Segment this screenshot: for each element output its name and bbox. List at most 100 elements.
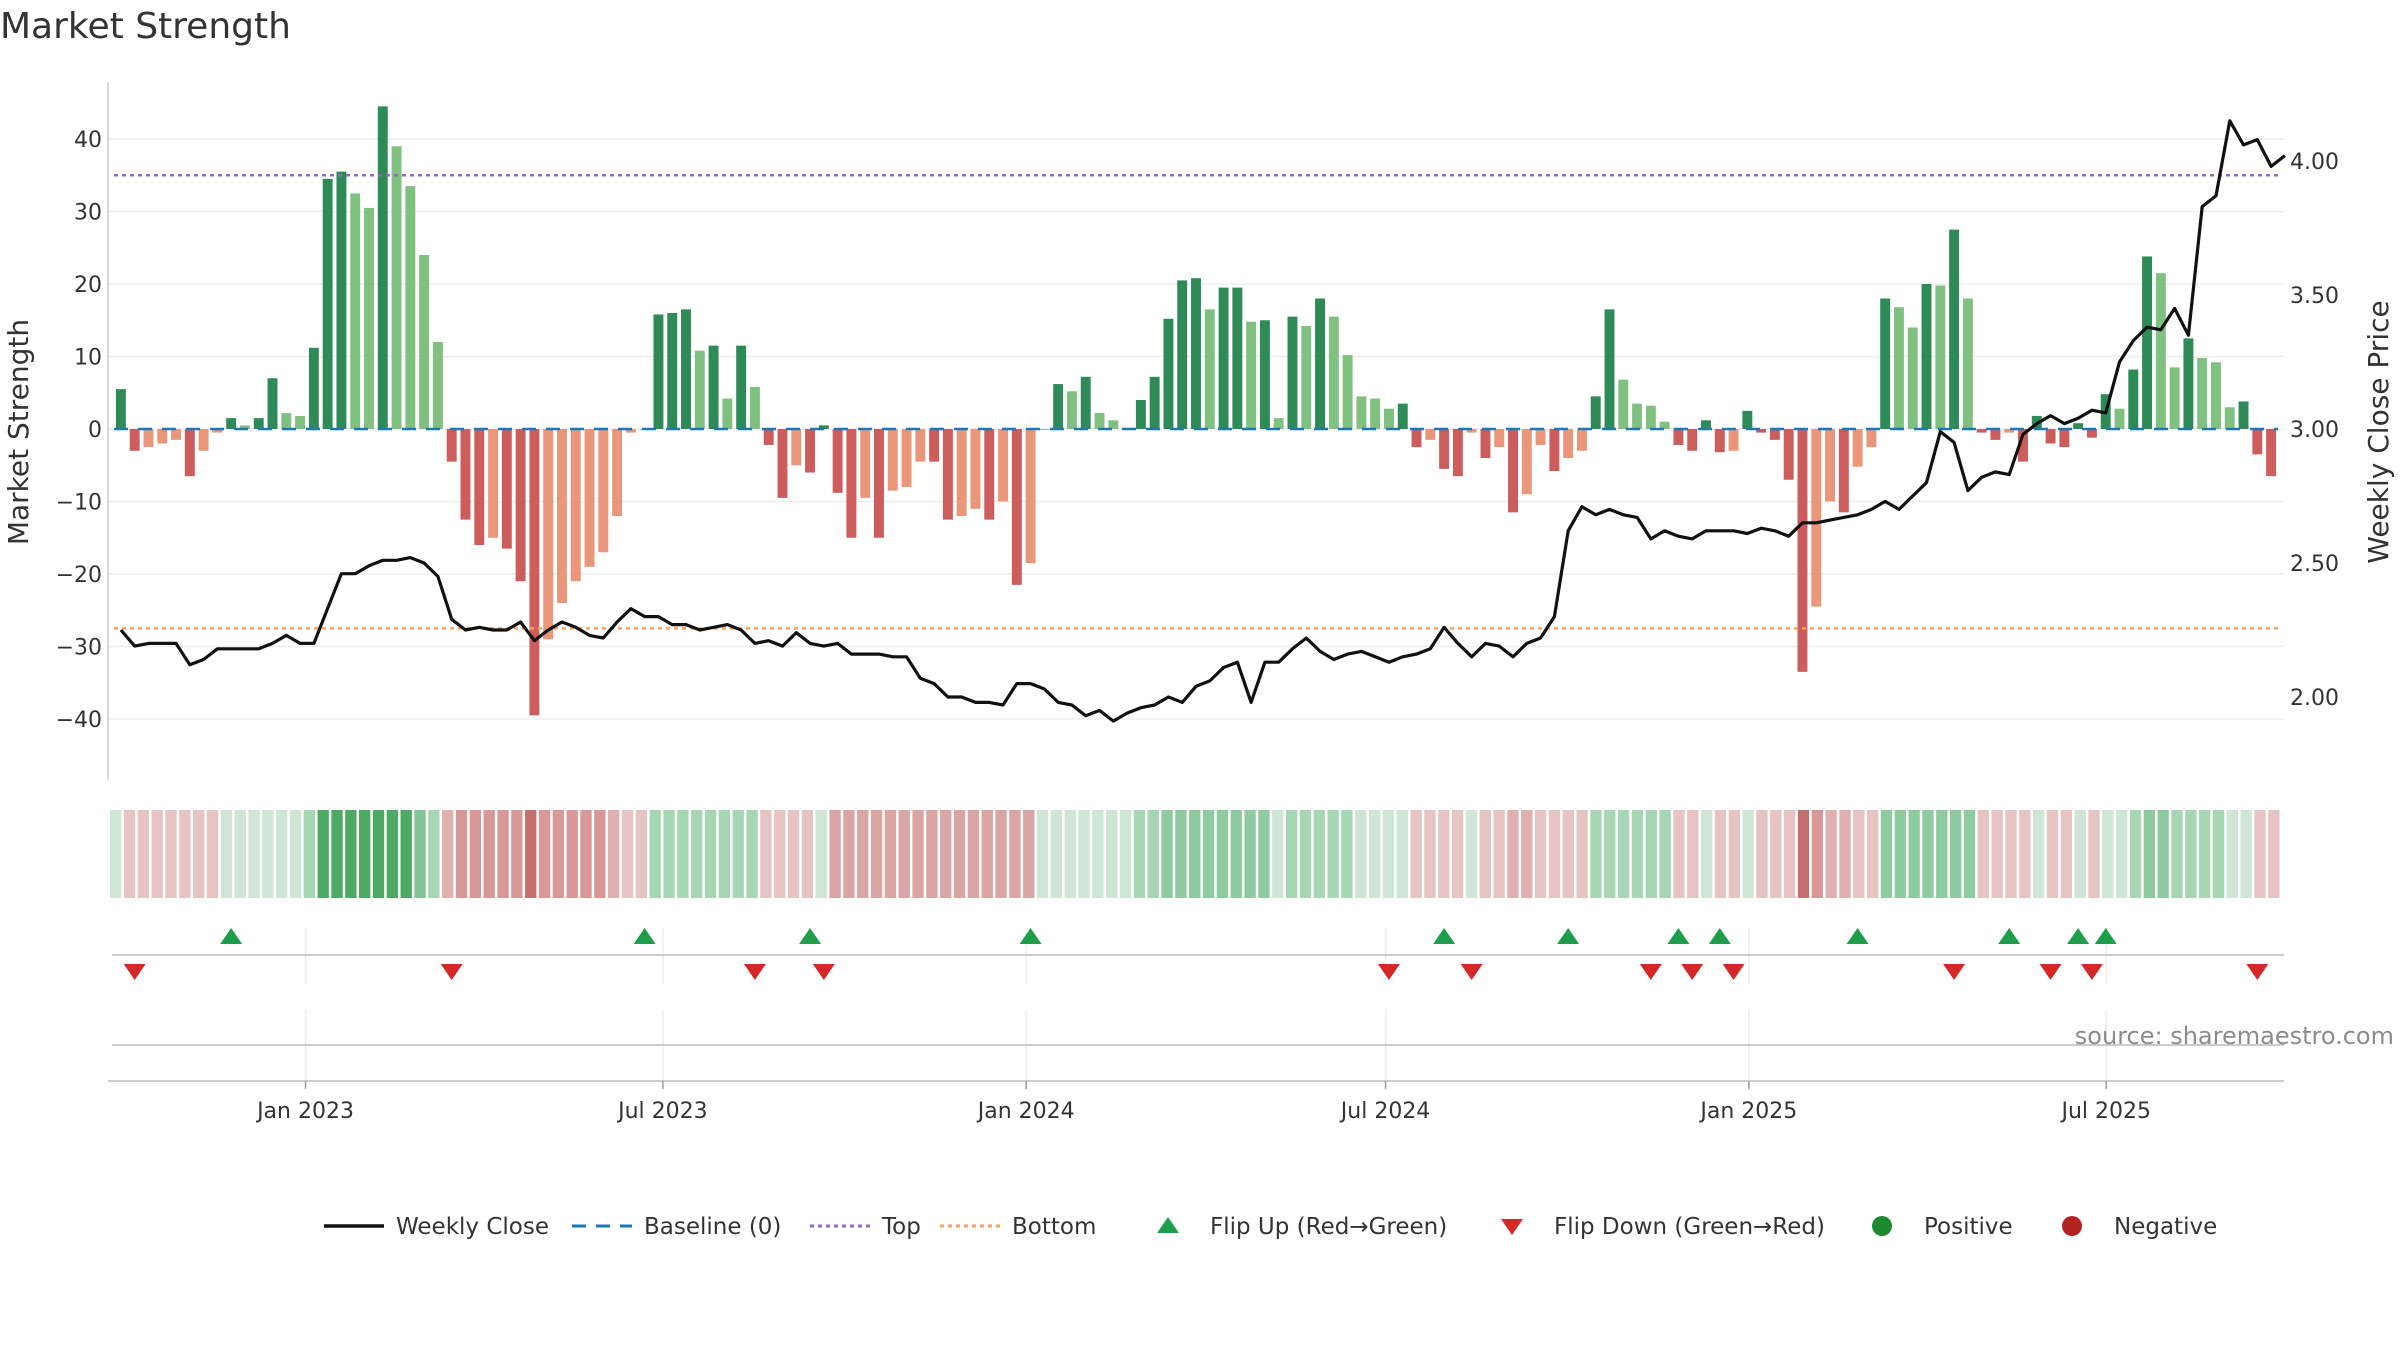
legend-label: Positive: [1924, 1214, 2013, 1240]
strength-bar: [1935, 285, 1946, 429]
strength-bar: [2155, 273, 2166, 429]
legend-swatch: [2062, 1216, 2082, 1236]
band-cell: [1521, 810, 1533, 898]
band-cell: [511, 810, 523, 898]
y-tick-label: −40: [56, 708, 102, 733]
band-cell: [220, 810, 233, 898]
strength-bar: [1494, 429, 1505, 448]
strength-bar: [1521, 429, 1532, 495]
flip-down-marker: [123, 964, 146, 980]
strength-bar: [1328, 316, 1339, 429]
strength-bar: [432, 342, 443, 429]
flip-down-marker: [1943, 964, 1966, 980]
band-cell: [1742, 810, 1754, 898]
strength-bar: [2266, 429, 2277, 477]
strength-bar: [1590, 396, 1601, 429]
y-tick-label: 20: [74, 273, 102, 298]
band-cell: [1811, 810, 1823, 898]
band-cell: [525, 810, 537, 898]
strength-bar: [584, 429, 595, 567]
band-cell: [1548, 810, 1561, 898]
band-cell: [331, 810, 343, 898]
band-cell: [1991, 810, 2003, 898]
band-cell: [1313, 810, 1325, 898]
strength-bars: [115, 106, 2277, 716]
y2-tick-label: 3.50: [2290, 284, 2339, 309]
band-cell: [580, 810, 592, 898]
flip-up-marker: [1557, 928, 1580, 944]
band-cell: [1465, 810, 1478, 898]
band-cell: [621, 810, 634, 898]
strength-bar: [998, 429, 1008, 502]
band-cell: [110, 810, 122, 898]
band-cell: [414, 810, 426, 898]
strength-bar: [377, 106, 388, 429]
strength-bar: [1893, 307, 1904, 429]
band-cell: [594, 810, 606, 898]
strength-bar: [1425, 429, 1436, 440]
strength-bar: [901, 429, 912, 487]
strength-bar: [1066, 391, 1077, 429]
strength-bar: [556, 429, 567, 603]
strength-bar: [1563, 429, 1574, 458]
band-cell: [898, 810, 910, 898]
strength-bar: [336, 171, 347, 429]
band-cell: [1783, 810, 1796, 898]
strength-bar: [708, 345, 719, 429]
band-cell: [442, 810, 454, 898]
band-cell: [1258, 810, 1270, 898]
band-cell: [2171, 810, 2183, 898]
band-cell: [1078, 810, 1090, 898]
strength-bar: [887, 429, 898, 491]
strength-bar: [1632, 403, 1643, 429]
strength-bar: [1177, 280, 1188, 429]
flip-up-marker: [633, 928, 656, 944]
y2-tick-label: 2.50: [2290, 552, 2339, 577]
band-cell: [1368, 810, 1381, 898]
band-cell: [538, 810, 551, 898]
band-cell: [137, 810, 150, 898]
flip-markers: [123, 928, 2269, 980]
band-cell: [1341, 810, 1353, 898]
strength-bar: [115, 389, 126, 429]
band-cell: [2240, 810, 2252, 898]
strength-bar: [763, 429, 774, 445]
strength-bar: [253, 418, 264, 429]
flip-down-marker: [1722, 964, 1745, 980]
legend-label: Flip Down (Green→Red): [1554, 1214, 1825, 1240]
strength-bar: [1439, 429, 1450, 469]
strength-bar: [1645, 405, 1656, 429]
strength-bar: [1673, 429, 1684, 445]
strength-bar: [2238, 401, 2249, 429]
strength-bar: [1246, 321, 1257, 429]
band-cell: [1175, 810, 1187, 898]
strength-bar: [1080, 376, 1091, 429]
band-cell: [455, 810, 468, 898]
y-tick-label: −20: [56, 563, 102, 588]
strength-bar: [2169, 367, 2180, 429]
strength-bar: [1384, 408, 1394, 429]
legend-swatch: [1872, 1216, 1892, 1236]
band-cell: [635, 810, 648, 898]
strength-bar: [1535, 429, 1546, 445]
strength-bar: [171, 429, 181, 440]
band-cell: [2157, 810, 2169, 898]
y-tick-label: −30: [56, 636, 102, 661]
strength-bar: [818, 425, 829, 429]
band-cell: [1119, 810, 1132, 898]
legend-label: Top: [881, 1214, 921, 1240]
strength-bar: [1025, 429, 1036, 564]
y2-tick-label: 4.00: [2290, 150, 2339, 175]
band-cell: [704, 810, 717, 898]
band-cell: [2185, 810, 2197, 898]
band-cell: [2226, 810, 2239, 898]
strength-bar: [1342, 355, 1353, 429]
strength-bar: [1659, 421, 1670, 429]
legend-item: Baseline (0): [572, 1214, 781, 1240]
main-panel: 40 30 20 10 0 −10 −20 −30 −40 2.00 2.50 3.00 3.50 4.…: [2, 82, 2395, 780]
band-cell: [151, 810, 163, 898]
strength-bar: [1287, 316, 1298, 429]
strength-bar: [474, 429, 485, 545]
band-cell: [718, 810, 731, 898]
legend-item: Positive: [1872, 1214, 2013, 1240]
